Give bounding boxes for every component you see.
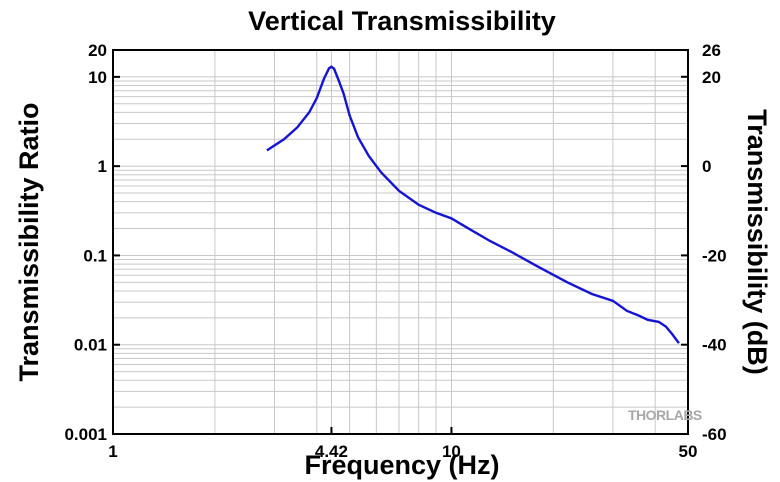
x-axis-title: Frequency (Hz) bbox=[304, 450, 499, 480]
x-tick-label: 1 bbox=[108, 442, 117, 461]
x-tick-label: 4.42 bbox=[315, 442, 348, 461]
chart-title: Vertical Transmissibility bbox=[248, 6, 556, 36]
y2-tick-label: 26 bbox=[702, 41, 721, 60]
grid-lines bbox=[113, 50, 688, 434]
y-axis-title: Transmissibility Ratio bbox=[14, 102, 44, 381]
y2-tick-label: 20 bbox=[702, 68, 721, 87]
y2-axis-title: Transmissibility (dB) bbox=[742, 109, 772, 375]
y-tick-label: 20 bbox=[88, 41, 107, 60]
y2-tick-label: -40 bbox=[702, 336, 727, 355]
y-tick-label: 0.1 bbox=[83, 246, 107, 265]
tick-labels: 1 4.42 10 50 0.001 0.01 0.1 1 10 20 -60 -40 -20 0 20 26 bbox=[64, 41, 726, 461]
x-tick-label: 50 bbox=[679, 442, 698, 461]
y2-tick-label: -60 bbox=[702, 425, 727, 444]
plot-frame bbox=[112, 49, 689, 435]
y-tick-label: 10 bbox=[88, 68, 107, 87]
thorlabs-watermark: THORLABS bbox=[628, 407, 702, 423]
y2-tick-label: -20 bbox=[702, 246, 727, 265]
x-tick-label: 10 bbox=[442, 442, 461, 461]
y-tick-label: 0.01 bbox=[74, 336, 107, 355]
tick-marks bbox=[112, 49, 689, 435]
transmissibility-curve bbox=[266, 65, 680, 344]
y2-tick-label: 0 bbox=[702, 157, 711, 176]
curve-layer bbox=[266, 65, 680, 344]
y-tick-label: 0.001 bbox=[64, 425, 107, 444]
y-tick-label: 1 bbox=[98, 157, 107, 176]
